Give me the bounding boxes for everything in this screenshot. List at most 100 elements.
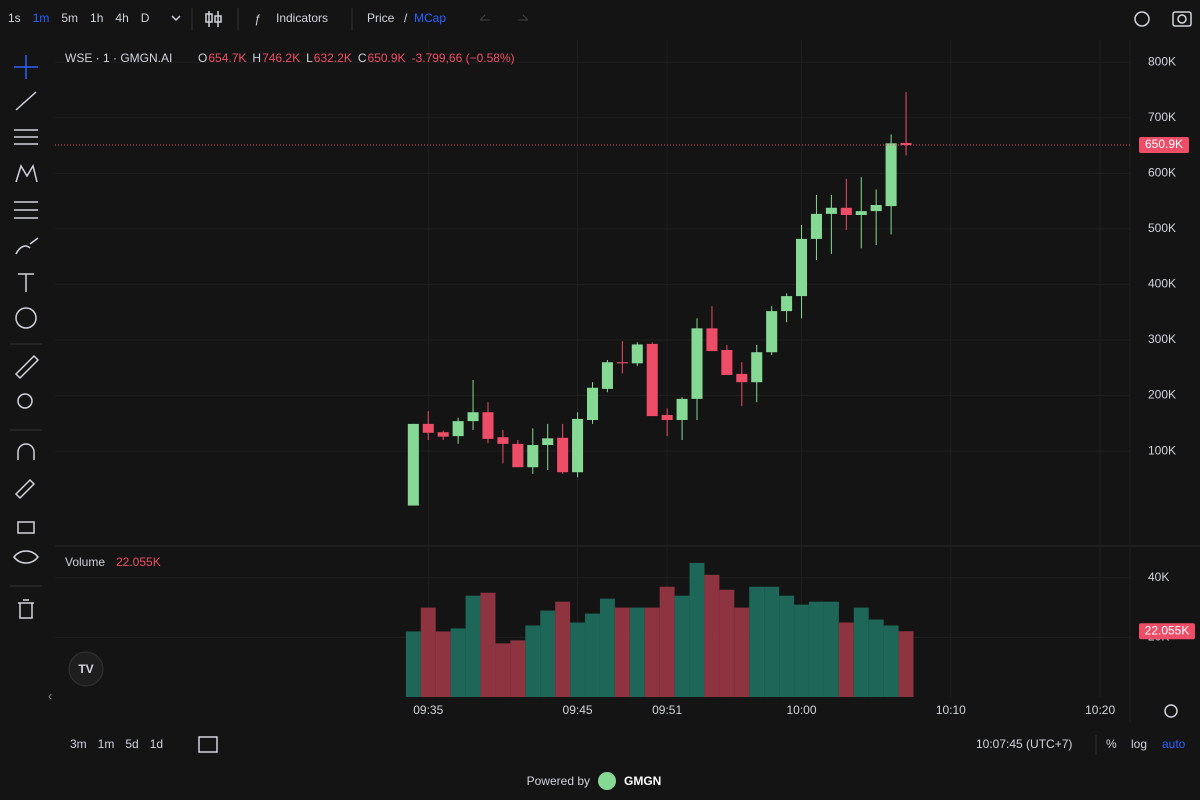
clock: 10:07:45 (UTC+7) [976,737,1072,751]
visibility-tool[interactable] [13,550,39,564]
price-toggle[interactable]: Price [367,11,395,25]
volume-bar [570,622,586,697]
range-button[interactable]: 1m [98,737,115,751]
fib-tool[interactable] [14,129,38,145]
x-tick-label: 09:51 [652,703,682,717]
interval-button[interactable]: 1m [33,11,50,25]
y-tick-label: 100K [1148,443,1176,457]
candle-body [885,143,897,207]
candle-body [855,211,867,215]
zoom-tool[interactable] [17,393,33,409]
volume-bar [764,586,780,697]
emoji-tool[interactable] [15,307,37,329]
candle-body [497,437,509,444]
candle-body [781,296,793,312]
volume-bar [555,601,571,697]
volume-bar [674,595,690,697]
log-toggle[interactable]: log [1131,737,1147,751]
auto-toggle[interactable]: auto [1162,737,1186,751]
x-tick-label: 10:00 [787,703,817,717]
candle-body [482,412,494,439]
legend-value: 746.2K [262,51,300,65]
volume-bar [644,607,660,697]
indicators-button[interactable]: Indicators [276,11,328,25]
volume-bar [853,607,869,697]
candle-body [631,344,643,364]
candle-body [706,328,718,352]
lock-draw-tool[interactable] [14,478,36,500]
price-tag-bg [1139,137,1189,154]
volume-bar [659,586,675,697]
y-tick-label: 400K [1148,277,1176,291]
candle-body [616,362,628,364]
volume-bar [629,607,645,697]
brush-tool[interactable] [15,237,39,255]
range-button[interactable]: 1d [150,737,163,751]
volume-bar [794,604,809,697]
candle-body [527,445,539,468]
axis-settings[interactable] [1164,704,1178,718]
lock-tool[interactable] [17,521,35,534]
legend-value: -3.799,66 (−0.58%) [412,51,515,65]
chart-type-icon[interactable] [205,11,222,27]
candle-body [452,421,464,437]
text-tool[interactable] [18,273,34,292]
screenshot[interactable] [1172,11,1192,27]
crosshair-tool[interactable] [14,55,38,79]
candle-body [437,432,449,437]
interval-button[interactable]: 1h [90,11,103,25]
volume-bar [465,595,481,697]
range-button[interactable]: 3m [70,737,87,751]
x-tick-label: 09:45 [563,703,593,717]
date-range-icon[interactable] [198,736,218,753]
interval-button[interactable]: D [141,11,150,25]
candle-body [557,437,569,473]
volume-bar [495,643,511,697]
undo[interactable] [479,14,490,21]
volume-bar [420,607,436,697]
y-tick-label: 300K [1148,332,1176,346]
left-toolbar: ‹ [10,55,52,703]
x-tick-label: 09:35 [413,703,443,717]
magnet-tool[interactable] [17,443,35,460]
y-tick-label: 700K [1148,110,1176,124]
ruler-tool[interactable] [14,354,40,380]
interval-button[interactable]: 4h [115,11,128,25]
legend-value: 650.9K [368,51,406,65]
volume-bar [480,592,496,697]
settings[interactable] [1134,11,1150,27]
candle-body [796,238,808,297]
forecast-tool[interactable] [14,201,38,219]
volume-bar [883,625,899,697]
fx-icon[interactable]: ƒ [254,12,261,26]
volume-bar [704,574,720,697]
candle-body [751,352,763,383]
x-tick-label: 10:10 [936,703,966,717]
legend-key: H [252,51,261,65]
candle-body [512,443,524,468]
price-tag: 650.9K [1145,137,1183,151]
powered-by: Powered by [527,774,590,788]
volume-tag: 22.055K [1145,623,1190,637]
candle-body [840,207,852,215]
interval-dropdown[interactable] [171,15,181,22]
range-button[interactable]: 5d [125,737,138,751]
redo[interactable] [518,14,529,21]
candle-body [825,207,837,214]
legend-key: O [198,51,207,65]
line-tool[interactable] [15,91,37,111]
tv-logo[interactable] [68,651,104,687]
brand: GMGN [624,774,661,788]
volume-bar [405,631,421,697]
percent-toggle[interactable]: % [1106,737,1117,751]
interval-button[interactable]: 5m [61,11,78,25]
mcap-toggle[interactable]: MCap [414,11,446,25]
candle-body [870,205,882,212]
interval-button[interactable]: 1s [8,11,21,25]
pattern-tool[interactable] [15,164,38,183]
volume-bar [898,631,914,697]
candle-body [721,350,733,375]
delete-tool[interactable] [18,599,34,619]
collapse[interactable]: ‹ [48,689,52,703]
symbol: WSE · 1 · GMGN.AI [65,51,172,65]
